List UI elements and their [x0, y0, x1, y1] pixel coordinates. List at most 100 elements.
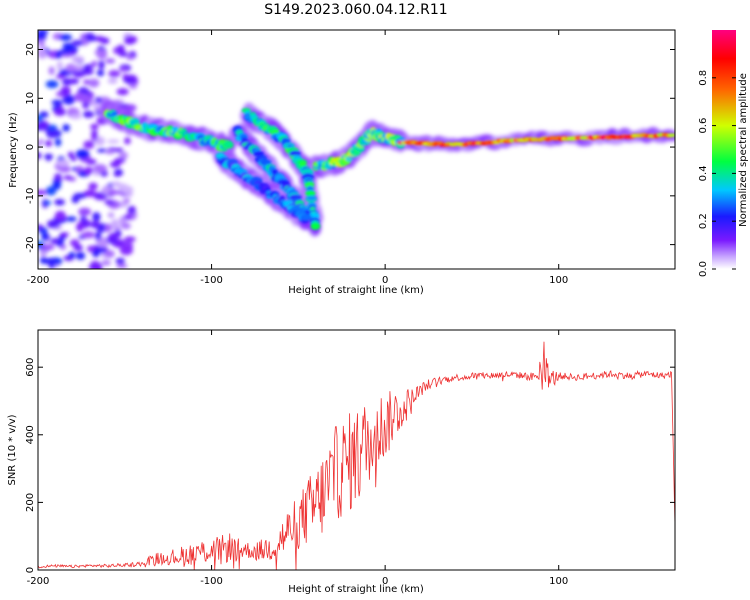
heatmap-noise-cell [127, 205, 136, 215]
heatmap-noise-cell [60, 86, 71, 96]
colorbar-tick-label: 0.4 [698, 165, 709, 181]
heatmap-noise-cell [88, 182, 98, 191]
spectrogram-frame [37, 29, 676, 270]
heatmap-noise-cell [106, 139, 120, 144]
heatmap-noise-cell [96, 69, 105, 77]
colorbar-tick-label: 0.0 [698, 261, 709, 277]
heatmap-noise-cell [110, 219, 119, 229]
heatmap-noise-cell [80, 216, 87, 221]
heatmap-noise-cell [52, 178, 63, 183]
snr-y-tick-label: 200 [25, 493, 36, 512]
snr-x-ticks: -200 -100 0 100 [27, 330, 568, 587]
heatmap-noise-cell [115, 257, 126, 265]
heatmap-noise-cell [59, 48, 72, 55]
heatmap-noise-cell [105, 150, 115, 155]
heatmap-noise-cell [119, 67, 128, 73]
heatmap-noise-cell [46, 219, 61, 229]
heatmap-noise-cell [91, 60, 98, 67]
heatmap-noise-cell [90, 123, 99, 130]
heatmap-noise-cell [44, 140, 53, 147]
heatmap-ridge-cell [259, 159, 272, 166]
heatmap-noise-cell [94, 97, 103, 104]
heatmap-noise-cell [95, 231, 102, 241]
heatmap-noise-cell [126, 55, 135, 60]
heatmap-noise-cell [114, 157, 126, 164]
snr-background [38, 330, 675, 570]
heatmap-noise-cell [38, 34, 47, 41]
heatmap-noise-cell [78, 207, 92, 216]
heatmap-noise-cell [53, 107, 66, 116]
heatmap-noise-cell [119, 245, 133, 256]
heatmap-noise-cell [108, 189, 118, 196]
heatmap-noise-cell [45, 186, 57, 196]
heatmap-noise-cell [129, 84, 137, 89]
heatmap-noise-cell [54, 138, 62, 147]
heatmap-noise-cell [51, 99, 63, 106]
heatmap-noise-cell [76, 222, 84, 232]
heatmap-noise-cell [105, 58, 116, 64]
heatmap-noise-cell [69, 51, 78, 56]
heatmap-noise-cell [83, 166, 94, 175]
heatmap-noise-cell [97, 240, 109, 248]
heatmap-noise-cell [73, 244, 84, 251]
heatmap-noise-cell [71, 195, 80, 204]
heatmap-noise-cell [104, 249, 115, 258]
heatmap-noise-cell [71, 56, 85, 63]
spectrogram-y-tick-label: 0 [25, 144, 36, 150]
heatmap-noise-cell [101, 260, 111, 266]
heatmap-noise-cell [86, 245, 95, 253]
heatmap-noise-cell [115, 147, 124, 153]
heatmap-noise-cell [55, 50, 62, 60]
heatmap-noise-cell [123, 214, 134, 220]
colorbar-bar [712, 30, 736, 269]
heatmap-ridge-cell [223, 140, 234, 148]
snr-x-label: Height of straight line (km) [288, 584, 424, 595]
heatmap-noise-cell [116, 263, 128, 269]
heatmap-noise-cell [123, 137, 131, 145]
heatmap-noise-cell [38, 142, 43, 147]
heatmap-noise-cell [92, 248, 101, 258]
spectrogram-x-tick-label: -200 [27, 275, 50, 286]
heatmap-noise-cell [46, 128, 58, 139]
heatmap-noise-cell [93, 164, 108, 173]
heatmap-noise-cell [90, 81, 99, 86]
heatmap-noise-cell [116, 88, 129, 96]
heatmap-ridge-cell [110, 110, 118, 117]
heatmap-noise-cell [83, 190, 97, 197]
heatmap-noise-cell [122, 198, 131, 203]
heatmap-noise-cell [94, 263, 103, 269]
heatmap-noise-cell [75, 252, 86, 260]
snr-frame [37, 329, 676, 571]
spectrogram-heatmap [38, 30, 675, 269]
heatmap-noise-cell [62, 124, 70, 132]
heatmap-noise-cell [38, 30, 49, 35]
heatmap-noise-cell [124, 236, 136, 243]
snr-x-tick-label: -100 [200, 576, 223, 587]
snr-y-tick-label: 600 [25, 358, 36, 377]
heatmap-noise-cell [81, 231, 95, 239]
heatmap-noise-cell [39, 249, 47, 257]
heatmap-noise-cell [38, 189, 47, 196]
heatmap-noise-cell [52, 181, 62, 190]
heatmap-noise-cell [38, 115, 43, 122]
snr-x-tick-label: 100 [549, 576, 568, 587]
heatmap-noise-cell [41, 243, 55, 251]
heatmap-noise-cell [124, 39, 135, 45]
heatmap-noise-cell [54, 173, 62, 181]
heatmap-noise-cell [62, 94, 75, 105]
heatmap-noise-cell [108, 234, 115, 243]
heatmap-noise-cell [71, 40, 84, 46]
heatmap-noise-cell [38, 120, 50, 130]
heatmap-noise-cell [81, 68, 94, 75]
spectrogram-y-tick-label: -10 [25, 188, 36, 204]
heatmap-noise-cell [107, 212, 115, 218]
snr-x-tick-label: -200 [27, 576, 50, 587]
heatmap-noise-cell [58, 34, 73, 41]
heatmap-noise-cell [44, 257, 58, 266]
heatmap-noise-cell [91, 131, 98, 142]
heatmap-noise-cell [43, 200, 52, 206]
heatmap-noise-cell [66, 216, 77, 222]
heatmap-noise-cell [65, 63, 77, 72]
heatmap-noise-cell [68, 251, 75, 259]
spectrogram-x-ticks: -200 -100 0 100 [27, 30, 568, 286]
